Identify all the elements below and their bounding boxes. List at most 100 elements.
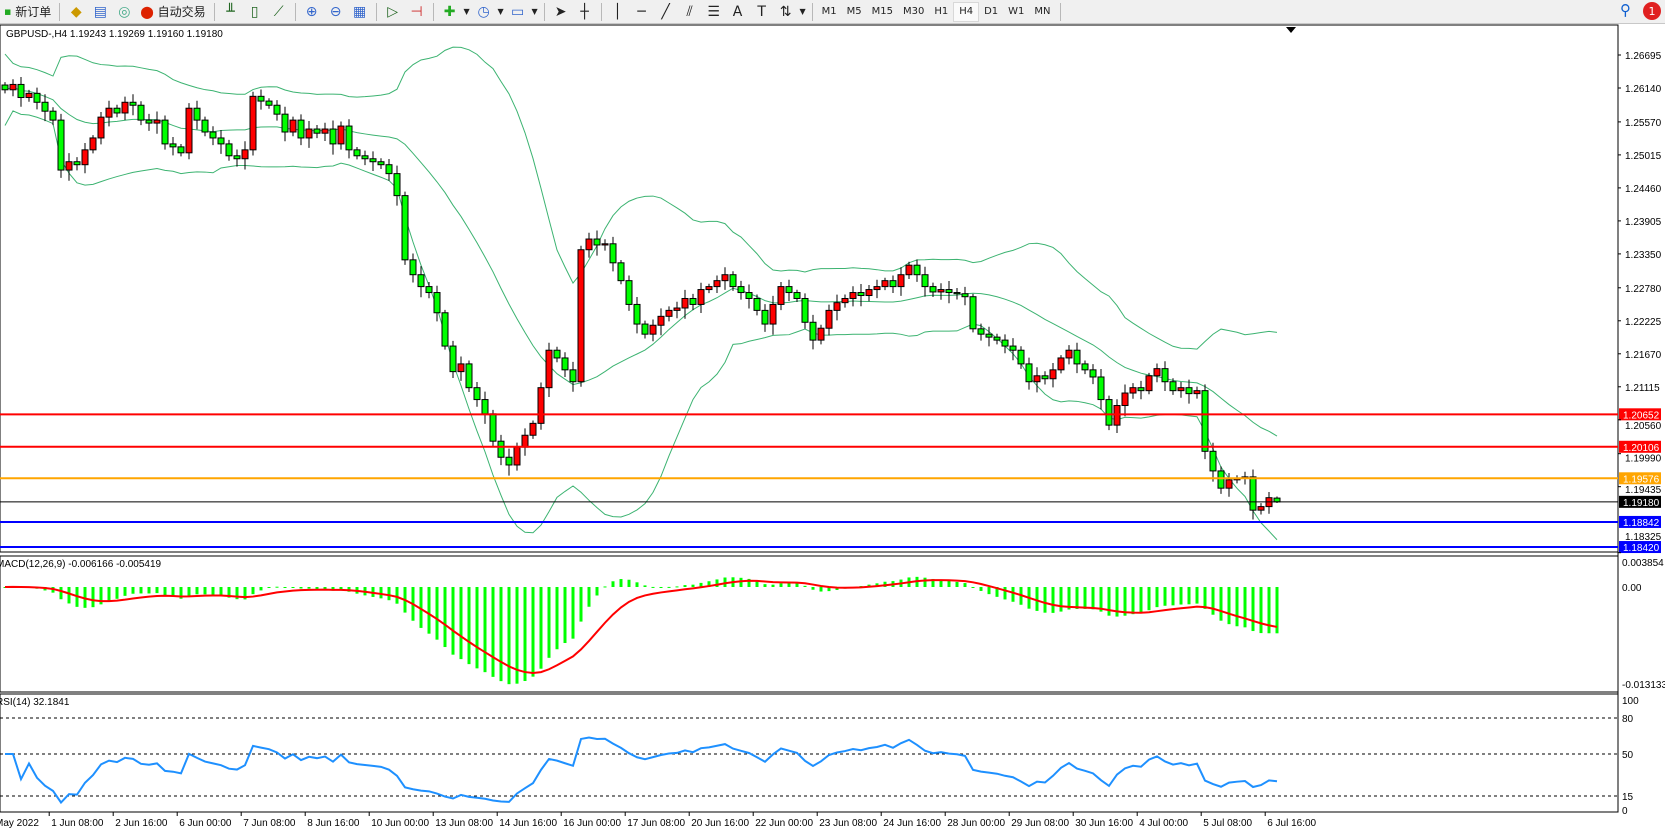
macd-histogram-bar xyxy=(627,579,631,587)
timeframe-h4[interactable]: H4 xyxy=(953,1,980,22)
candle-body xyxy=(833,302,841,311)
bollinger-middle-band xyxy=(4,86,1278,437)
search-icon[interactable]: ⚲ xyxy=(1620,1,1631,19)
bar-chart-icon[interactable]: ╨ xyxy=(226,3,235,20)
candle-body xyxy=(457,363,465,373)
candle-body xyxy=(289,119,297,133)
text-icon[interactable]: A xyxy=(732,3,743,20)
zoom-in-icon[interactable]: ⊕ xyxy=(305,3,318,20)
toolbar: ▪ 新订单 ◆ ▤ ◎ ⬤ 自动交易 ╨ ▯ ⟋ ⊕ ⊖ ▦ ▷ ⊣ ✚ ▼ ◷ ▼… xyxy=(0,0,1665,24)
price-tick-label: 1.19990 xyxy=(1625,453,1662,464)
timeframe-m5[interactable]: M5 xyxy=(846,6,862,17)
zoom-out-icon[interactable]: ⊖ xyxy=(329,3,342,20)
macd-histogram-bar xyxy=(683,585,687,587)
price-tick-label: 1.21670 xyxy=(1625,350,1662,361)
rsi-tick-label: 0 xyxy=(1622,806,1628,817)
macd-histogram-bar xyxy=(795,583,799,587)
navigator-icon[interactable]: ▤ xyxy=(93,3,107,20)
chevron-down-icon[interactable]: ▼ xyxy=(497,7,504,16)
periodicity-icon[interactable]: ◷ xyxy=(477,3,490,20)
candle-body xyxy=(1249,476,1257,511)
price-tick-label: 1.22780 xyxy=(1625,284,1662,295)
candle-body xyxy=(481,399,489,415)
macd-histogram-bar xyxy=(155,587,159,594)
candle-body xyxy=(273,104,281,115)
candle-body xyxy=(513,446,521,466)
candle-body xyxy=(1017,349,1025,365)
chart-window[interactable]: 1.20652 1.20106 1.19576 1.19180 1.18842 1.184… xyxy=(0,24,1665,830)
trendline-icon[interactable]: ╱ xyxy=(661,3,670,20)
macd-histogram-bar xyxy=(283,587,287,588)
fibonacci-icon[interactable]: ☰ xyxy=(707,3,720,20)
notification-badge[interactable]: 1 xyxy=(1643,2,1661,20)
candle-body xyxy=(177,146,185,154)
arrows-icon[interactable]: ⇅ xyxy=(779,3,792,20)
timeframe-m15[interactable]: M15 xyxy=(871,6,893,17)
chart-shift-marker[interactable] xyxy=(1286,27,1296,33)
time-tick-label: 28 Jun 00:00 xyxy=(947,818,1005,829)
rsi-line xyxy=(5,736,1278,805)
macd-histogram-bar xyxy=(611,581,615,587)
timeframe-d1[interactable]: D1 xyxy=(984,6,999,17)
candle-body xyxy=(1001,339,1009,347)
cursor-icon[interactable]: ➤ xyxy=(554,3,567,20)
macd-histogram-bar xyxy=(1091,587,1095,610)
candle-body xyxy=(897,274,905,288)
macd-histogram-bar xyxy=(1035,587,1039,611)
horizontal-line-icon[interactable]: ─ xyxy=(637,3,646,20)
candle-body xyxy=(705,286,713,291)
candle-body xyxy=(1193,390,1201,395)
timeframe-m1[interactable]: M1 xyxy=(821,6,837,17)
vertical-line-icon[interactable]: │ xyxy=(613,3,622,20)
candle-body xyxy=(393,173,401,197)
candle-body xyxy=(1169,381,1177,392)
candle-body xyxy=(1201,390,1209,452)
macd-histogram-bar xyxy=(147,587,151,594)
candle-body xyxy=(657,315,665,326)
timeframe-mn[interactable]: MN xyxy=(1034,6,1051,17)
candle-body xyxy=(1081,363,1089,371)
price-tick-label: 1.25015 xyxy=(1625,151,1662,162)
price-tick-label: 1.25570 xyxy=(1625,118,1662,129)
macd-histogram-bar xyxy=(547,587,551,658)
chevron-down-icon[interactable]: ▼ xyxy=(463,7,470,16)
templates-icon[interactable]: ▭ xyxy=(510,3,525,20)
candle-body xyxy=(297,119,305,139)
time-tick-label: May 2022 xyxy=(0,818,39,829)
candlestick-icon[interactable]: ▯ xyxy=(250,3,259,20)
chart-shift-icon[interactable]: ⊣ xyxy=(410,3,423,20)
text-label-icon[interactable]: T xyxy=(757,3,766,20)
main-chart-panel[interactable] xyxy=(0,24,1619,553)
autoscroll-icon[interactable]: ▷ xyxy=(387,3,398,20)
rsi-panel[interactable] xyxy=(0,693,1619,813)
price-tick-label: 1.20560 xyxy=(1625,421,1662,432)
tile-windows-icon[interactable]: ▦ xyxy=(352,3,367,20)
macd-histogram-bar xyxy=(1115,587,1119,617)
chevron-down-icon[interactable]: ▼ xyxy=(531,7,538,16)
timeframe-m30[interactable]: M30 xyxy=(902,6,925,17)
candle-body xyxy=(17,83,25,99)
line-chart-icon[interactable]: ⟋ xyxy=(273,3,284,20)
chevron-down-icon[interactable]: ▼ xyxy=(799,7,806,16)
macd-histogram-bar xyxy=(451,587,455,655)
macd-histogram-bar xyxy=(1163,587,1167,606)
macd-histogram-bar xyxy=(3,587,7,588)
signals-icon[interactable]: ◎ xyxy=(118,3,131,20)
crosshair-icon[interactable]: ┼ xyxy=(580,3,589,20)
new-order-button[interactable]: ▪ 新订单 xyxy=(0,1,55,23)
timeframe-w1[interactable]: W1 xyxy=(1008,6,1025,17)
macd-histogram-bar xyxy=(1139,587,1143,613)
candle-body xyxy=(801,297,809,323)
macd-histogram-bar xyxy=(987,587,991,595)
macd-histogram-bar xyxy=(579,587,583,622)
timeframe-h1[interactable]: H1 xyxy=(934,6,949,17)
candle-body xyxy=(713,280,721,288)
market-watch-icon[interactable]: ◆ xyxy=(70,3,82,20)
macd-panel[interactable] xyxy=(0,555,1619,693)
equidistant-channel-icon[interactable]: ⫽ xyxy=(686,3,693,20)
macd-histogram-bar xyxy=(1155,587,1159,608)
macd-histogram-bar xyxy=(667,586,671,588)
new-chart-icon[interactable]: ✚ xyxy=(443,3,456,20)
candle-body xyxy=(1177,387,1185,392)
auto-trading-button[interactable]: ⬤ 自动交易 xyxy=(136,1,209,23)
